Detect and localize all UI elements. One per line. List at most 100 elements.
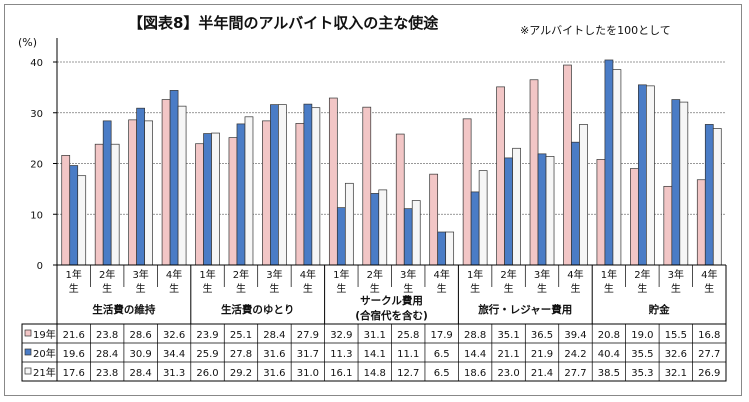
bar-19年-17 (630, 168, 639, 266)
subcategory-label: 3年 (534, 268, 550, 281)
table-cell: 32.1 (665, 368, 687, 379)
table-cell: 36.5 (531, 330, 553, 341)
y-tick-label: 40 (30, 58, 43, 69)
chart-frame (4, 4, 742, 396)
table-cell: 6.5 (434, 368, 450, 379)
table-cell: 26.9 (698, 368, 720, 379)
subcategory-label: 生 (437, 282, 447, 295)
bar-19年-3 (161, 99, 171, 266)
bar-19年-5 (228, 137, 238, 266)
bar-20年-18 (671, 99, 681, 266)
subcategory-label: 1年 (66, 268, 82, 281)
table-cell: 31.6 (263, 368, 285, 379)
table-cell: 19.6 (63, 349, 85, 360)
table-cell: 28.4 (263, 330, 285, 341)
subcategory-label: 生 (169, 282, 179, 295)
chart-note: ※アルバイトしたを100として (520, 24, 671, 37)
legend-key-20年 (24, 348, 32, 356)
table-cell: 30.9 (129, 349, 151, 360)
bar-20年-19 (704, 124, 714, 266)
chart-title: 【図表8】半年間のアルバイト収入の主な使途 (128, 14, 439, 32)
table-cell: 16.8 (698, 330, 720, 341)
bar-21年-15 (579, 124, 588, 266)
bar-19年-18 (663, 185, 673, 266)
bar-21年-9 (378, 189, 388, 266)
bar-20年-16 (604, 59, 614, 266)
data-table (21, 323, 727, 382)
group-label: サークル費用 (360, 294, 423, 307)
bar-20年-3 (169, 90, 179, 266)
table-cell: 31.0 (297, 368, 319, 379)
table-cell: 21.6 (63, 330, 85, 341)
bar-19年-2 (128, 119, 137, 266)
bar-19年-6 (262, 120, 271, 266)
bar-21年-8 (344, 182, 354, 266)
bar-21年-5 (244, 116, 254, 266)
subcategory-label: 2年 (233, 268, 249, 281)
table-cell: 16.1 (330, 368, 352, 379)
table-cell: 23.9 (196, 330, 218, 341)
subcategory-label: 3年 (400, 268, 416, 281)
subcategory-label: 4年 (433, 268, 449, 281)
subcategory-label: 生 (236, 282, 246, 295)
bar-20年-7 (303, 103, 313, 266)
table-cell: 29.2 (230, 368, 252, 379)
subcategory-label: 生 (704, 282, 714, 295)
table-cell: 21.4 (531, 368, 553, 379)
table-cell: 31.1 (364, 330, 386, 341)
bar-21年-16 (612, 69, 622, 266)
y-tick-label: 30 (30, 109, 43, 120)
bar-20年-0 (69, 165, 79, 266)
table-cell: 28.4 (96, 349, 118, 360)
bar-19年-10 (395, 133, 405, 266)
bar-20年-17 (638, 84, 647, 266)
bar-20年-10 (403, 208, 413, 266)
bar-21年-1 (110, 143, 120, 266)
bar-19年-0 (61, 155, 71, 266)
table-cell: 27.7 (564, 368, 586, 379)
table-cell: 20.8 (598, 330, 620, 341)
table-cell: 14.8 (364, 368, 386, 379)
legend-key-21年 (24, 367, 32, 375)
bar-21年-4 (211, 132, 220, 266)
bar-20年-6 (270, 104, 279, 266)
table-cell: 15.5 (665, 330, 687, 341)
subcategory-label: 生 (303, 282, 313, 295)
bar-21年-12 (478, 170, 488, 266)
bar-21年-11 (445, 231, 455, 266)
y-axis-label: (%) (18, 36, 37, 49)
subcategory-label: 生 (604, 282, 614, 295)
subcategory-label: 4年 (567, 268, 583, 281)
bar-20年-8 (336, 207, 346, 266)
bar-19年-12 (462, 118, 472, 266)
bar-20年-4 (203, 133, 212, 266)
table-cell: 25.1 (230, 330, 252, 341)
group-label: 貯金 (649, 303, 670, 316)
table-cell: 23.8 (96, 330, 118, 341)
table-cell: 17.9 (431, 330, 453, 341)
table-cell: 34.4 (163, 349, 185, 360)
bar-21年-17 (646, 85, 655, 266)
subcategory-label: 生 (637, 282, 647, 295)
table-cell: 28.4 (129, 368, 151, 379)
table-cell: 40.4 (598, 349, 620, 360)
table-cell: 26.0 (196, 368, 218, 379)
y-tick-label: 20 (30, 160, 43, 171)
subcategory-label: 1年 (601, 268, 617, 281)
table-cell: 19.0 (631, 330, 653, 341)
bar-19年-9 (362, 106, 372, 266)
table-cell: 35.1 (497, 330, 519, 341)
group-label: 生活費のゆとり (221, 303, 295, 316)
subcategory-label: 3年 (266, 268, 282, 281)
bar-19年-15 (563, 64, 572, 266)
subcategory-label: 生 (336, 282, 346, 295)
table-cell: 12.7 (397, 368, 419, 379)
subcategory-label: 生 (203, 282, 213, 295)
table-cell: 25.9 (196, 349, 218, 360)
table-cell: 31.3 (163, 368, 185, 379)
table-cell: 32.9 (330, 330, 352, 341)
table-cell: 35.3 (631, 368, 653, 379)
bar-21年-2 (144, 120, 153, 266)
group-label: (合宿代を含む) (355, 309, 428, 322)
table-cell: 39.4 (564, 330, 586, 341)
